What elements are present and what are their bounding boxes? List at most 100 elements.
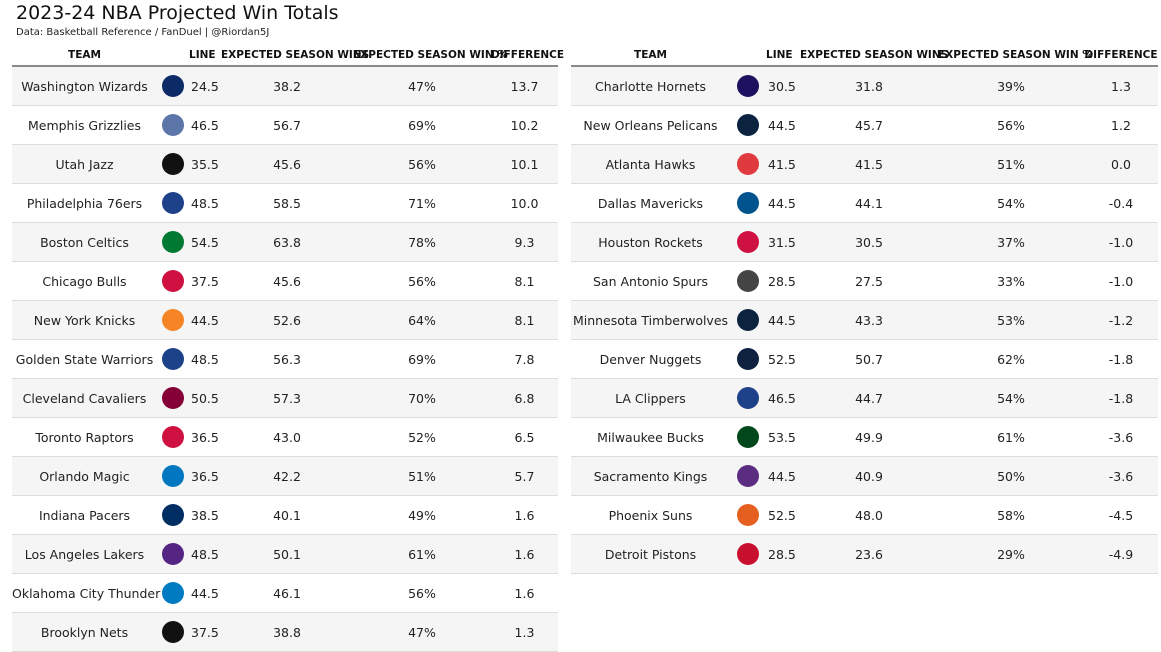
table-row: Sacramento Kings 44.5 40.9 50% -3.6 (571, 456, 1158, 496)
expected-win-pct-cell: 39% (938, 66, 1084, 106)
expected-win-pct-cell: 62% (938, 339, 1084, 379)
table-row: Cleveland Cavaliers 50.5 57.3 70% 6.8 (12, 378, 558, 418)
page-title: 2023-24 NBA Projected Win Totals (16, 2, 339, 24)
difference-cell: 9.3 (491, 222, 558, 262)
expected-win-pct-cell: 50% (938, 456, 1084, 496)
line-cell: 36.5 (189, 456, 221, 496)
team-logo-cell (730, 495, 766, 535)
team-name-cell: New York Knicks (12, 300, 157, 340)
expected-win-pct-cell: 56% (353, 261, 491, 301)
expected-win-pct-cell: 29% (938, 534, 1084, 574)
table-row: New Orleans Pelicans 44.5 45.7 56% 1.2 (571, 105, 1158, 145)
expected-wins-cell: 49.9 (800, 417, 938, 457)
lakers-logo-icon (162, 543, 184, 565)
table-row: Oklahoma City Thunder 44.5 46.1 56% 1.6 (12, 573, 558, 613)
table-row: Los Angeles Lakers 48.5 50.1 61% 1.6 (12, 534, 558, 574)
expected-win-pct-cell: 49% (353, 495, 491, 535)
team-column-header: TEAM (12, 45, 157, 67)
expected-wins-cell: 57.3 (221, 378, 353, 418)
expected-win-pct-column-header: EXPECTED SEASON WIN % (938, 45, 1093, 67)
team-logo-cell (730, 144, 766, 184)
line-cell: 52.5 (766, 339, 800, 379)
team-logo-cell (730, 339, 766, 379)
expected-win-pct-cell: 56% (938, 105, 1084, 145)
suns-logo-icon (737, 504, 759, 526)
rockets-logo-icon (737, 231, 759, 253)
team-logo-cell (157, 261, 189, 301)
table-row: New York Knicks 44.5 52.6 64% 8.1 (12, 300, 558, 340)
expected-win-pct-cell: 54% (938, 378, 1084, 418)
team-name-cell: Milwaukee Bucks (571, 417, 730, 457)
team-logo-cell (730, 300, 766, 340)
team-logo-cell (730, 378, 766, 418)
team-name-cell: San Antonio Spurs (571, 261, 730, 301)
team-name-cell: Detroit Pistons (571, 534, 730, 574)
expected-win-pct-cell: 51% (353, 456, 491, 496)
table-row: Utah Jazz 35.5 45.6 56% 10.1 (12, 144, 558, 184)
line-cell: 44.5 (766, 456, 800, 496)
team-logo-cell (157, 339, 189, 379)
expected-wins-cell: 31.8 (800, 66, 938, 106)
magic-logo-icon (162, 465, 184, 487)
team-name-cell: Dallas Mavericks (571, 183, 730, 223)
team-logo-cell (730, 222, 766, 262)
table-row: Atlanta Hawks 41.5 41.5 51% 0.0 (571, 144, 1158, 184)
table-row: Brooklyn Nets 37.5 38.8 47% 1.3 (12, 612, 558, 652)
team-logo-cell (157, 534, 189, 574)
pelicans-logo-icon (737, 114, 759, 136)
header-row: TEAM LINE EXPECTED SEASON WINS EXPECTED … (571, 45, 1158, 67)
team-name-cell: Oklahoma City Thunder (12, 573, 160, 613)
line-cell: 44.5 (766, 105, 800, 145)
expected-wins-cell: 50.1 (221, 534, 353, 574)
expected-win-pct-cell: 51% (938, 144, 1084, 184)
timberwolves-logo-icon (737, 309, 759, 331)
line-cell: 41.5 (766, 144, 800, 184)
line-cell: 50.5 (189, 378, 221, 418)
expected-win-pct-cell: 61% (353, 534, 491, 574)
team-name-cell: Atlanta Hawks (571, 144, 730, 184)
table-row: Milwaukee Bucks 53.5 49.9 61% -3.6 (571, 417, 1158, 457)
line-column-header: LINE (189, 45, 221, 67)
expected-win-pct-cell: 56% (353, 144, 491, 184)
76ers-logo-icon (162, 192, 184, 214)
difference-cell: -0.4 (1084, 183, 1158, 223)
team-name-cell: New Orleans Pelicans (571, 105, 730, 145)
difference-cell: 1.6 (491, 573, 558, 613)
team-name-cell: Denver Nuggets (571, 339, 730, 379)
expected-wins-cell: 63.8 (221, 222, 353, 262)
logo-column-header (730, 45, 766, 67)
bucks-logo-icon (737, 426, 759, 448)
team-logo-cell (157, 300, 189, 340)
expected-win-pct-cell: 54% (938, 183, 1084, 223)
difference-cell: -1.8 (1084, 339, 1158, 379)
line-cell: 52.5 (766, 495, 800, 535)
table-row: Detroit Pistons 28.5 23.6 29% -4.9 (571, 534, 1158, 574)
difference-cell: -4.5 (1084, 495, 1158, 535)
line-cell: 37.5 (189, 612, 221, 652)
difference-cell: 5.7 (491, 456, 558, 496)
team-logo-cell (157, 66, 189, 106)
pistons-logo-icon (737, 543, 759, 565)
line-cell: 48.5 (189, 534, 221, 574)
team-logo-cell (157, 105, 189, 145)
expected-win-pct-cell: 33% (938, 261, 1084, 301)
table-row: Minnesota Timberwolves 44.5 43.3 53% -1.2 (571, 300, 1158, 340)
table-row: Dallas Mavericks 44.5 44.1 54% -0.4 (571, 183, 1158, 223)
expected-wins-cell: 42.2 (221, 456, 353, 496)
right-table-body: Charlotte Hornets 30.5 31.8 39% 1.3 New Orlea… (571, 66, 1158, 574)
left-table-body: Washington Wizards 24.5 38.2 47% 13.7 Memphis… (12, 66, 558, 652)
difference-cell: 1.6 (491, 495, 558, 535)
team-name-cell: Charlotte Hornets (571, 66, 730, 106)
expected-win-pct-cell: 69% (353, 105, 491, 145)
team-name-cell: Minnesota Timberwolves (571, 300, 730, 340)
expected-win-pct-cell: 47% (353, 66, 491, 106)
expected-wins-cell: 56.7 (221, 105, 353, 145)
table-row: Memphis Grizzlies 46.5 56.7 69% 10.2 (12, 105, 558, 145)
table-row: Indiana Pacers 38.5 40.1 49% 1.6 (12, 495, 558, 535)
difference-cell: 8.1 (491, 300, 558, 340)
team-logo-cell (730, 456, 766, 496)
expected-wins-cell: 46.1 (221, 573, 353, 613)
expected-win-pct-cell: 61% (938, 417, 1084, 457)
expected-wins-cell: 38.8 (221, 612, 353, 652)
line-cell: 38.5 (189, 495, 221, 535)
